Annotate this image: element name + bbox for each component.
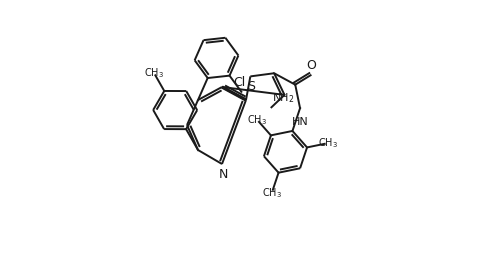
Text: NH$_2$: NH$_2$ — [272, 92, 295, 105]
Text: S: S — [248, 80, 255, 93]
Text: Cl: Cl — [233, 76, 246, 89]
Text: CH$_3$: CH$_3$ — [318, 136, 338, 150]
Text: CH$_3$: CH$_3$ — [262, 186, 282, 199]
Text: O: O — [306, 59, 316, 72]
Text: CH$_3$: CH$_3$ — [247, 113, 267, 127]
Text: N: N — [218, 169, 228, 182]
Text: HN: HN — [292, 117, 308, 127]
Text: CH$_3$: CH$_3$ — [144, 66, 164, 80]
